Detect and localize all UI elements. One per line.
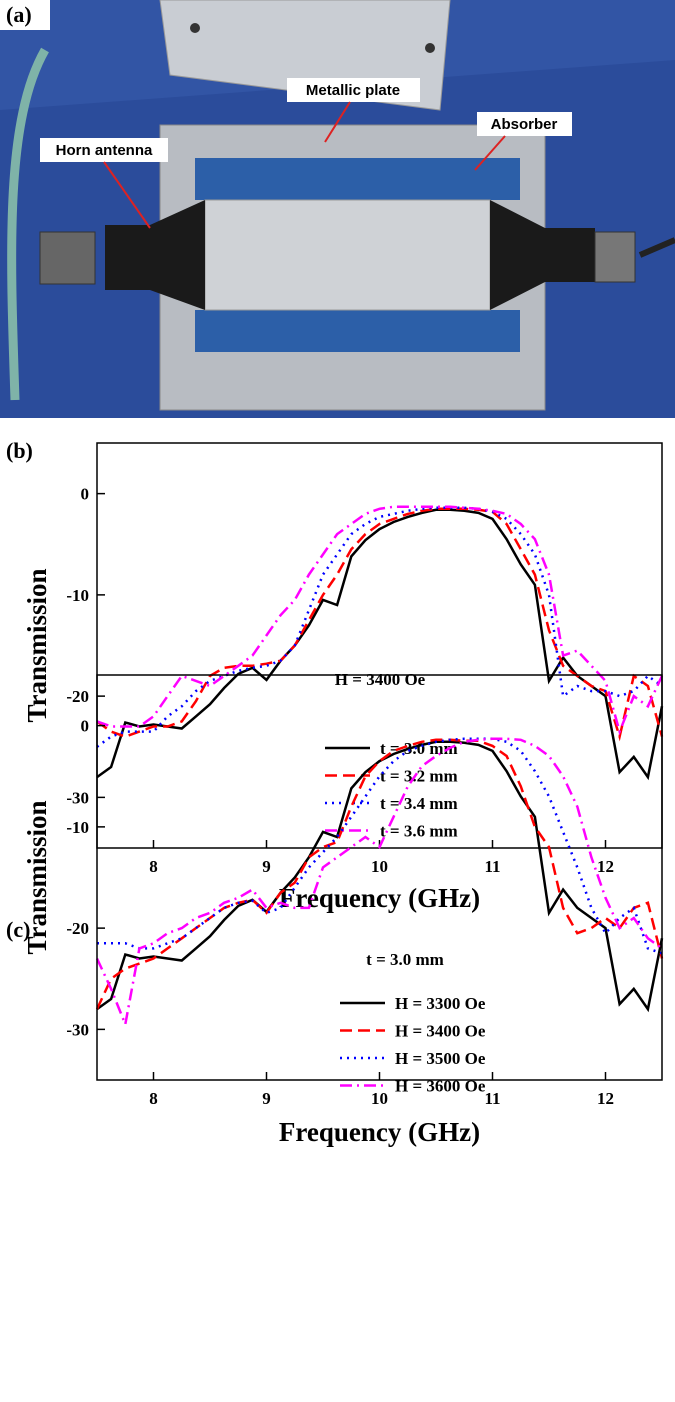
plot-frame — [96, 442, 663, 849]
y-tick-label: -20 — [66, 919, 89, 938]
x-tick-label: 8 — [149, 857, 158, 876]
plot-frame — [96, 674, 663, 1081]
legend-label: t = 3.0 mm — [380, 739, 458, 758]
metallic-plate — [204, 199, 491, 311]
x-tick-label: 9 — [262, 857, 271, 876]
hole — [190, 23, 200, 33]
x-tick-label: 10 — [371, 857, 388, 876]
x-tick-label: 8 — [149, 1089, 158, 1108]
hole — [425, 43, 435, 53]
arrow — [103, 161, 151, 229]
series-line — [96, 505, 664, 736]
panel-label: (a) — [6, 2, 32, 27]
legend-label: t = 3.4 mm — [380, 794, 458, 813]
series-line — [95, 737, 663, 1029]
x-tick-label: 12 — [597, 1089, 614, 1108]
legend-label: H = 3500 Oe — [395, 1049, 486, 1068]
label-box — [477, 112, 572, 136]
photo-label: Horn antenna — [56, 142, 153, 159]
x-tick-label: 11 — [484, 857, 500, 876]
arrow — [474, 135, 506, 171]
legend-label: H = 3300 Oe — [395, 994, 486, 1013]
series-line — [96, 507, 664, 742]
x-tick-label: 11 — [484, 1089, 500, 1108]
horn-antenna — [105, 200, 205, 310]
y-tick-label: 0 — [81, 717, 90, 736]
panel-label-box — [0, 0, 50, 30]
cable — [638, 237, 675, 258]
absorber — [195, 158, 520, 200]
annotation: H = 3400 Oe — [335, 670, 426, 689]
label-box — [40, 138, 168, 162]
legend-label: H = 3600 Oe — [395, 1077, 486, 1096]
panel-label: (b) — [6, 438, 33, 463]
y-tick-label: -20 — [66, 687, 89, 706]
label-box — [287, 78, 420, 102]
panel-label: (c) — [6, 917, 30, 942]
x-axis-title: Frequency (GHz) — [279, 1117, 480, 1147]
photo: (a) Metallic plate Absorber Horn antenna — [0, 0, 675, 418]
series-line — [96, 740, 664, 1013]
legend-label: t = 3.6 mm — [380, 822, 458, 841]
series-line — [96, 506, 663, 748]
x-tick-label: 9 — [262, 1089, 271, 1108]
y-tick-label: -30 — [66, 1020, 89, 1039]
y-tick-label: 0 — [81, 485, 90, 504]
horn-antenna — [490, 200, 595, 310]
cable — [7, 47, 49, 401]
waveguide — [39, 231, 96, 285]
series-line — [96, 508, 664, 781]
photo-label: Absorber — [491, 116, 558, 133]
photo-label: Metallic plate — [306, 82, 400, 99]
legend-label: H = 3400 Oe — [395, 1022, 486, 1041]
waveguide — [594, 231, 636, 283]
y-tick-label: -10 — [66, 818, 89, 837]
absorber — [195, 310, 520, 352]
y-tick-label: -30 — [66, 788, 89, 807]
y-tick-label: -10 — [66, 586, 89, 605]
y-axis-title: Transmission — [22, 800, 52, 954]
arrow — [324, 101, 351, 143]
y-axis-title: Transmission — [22, 568, 52, 722]
x-axis-title: Frequency (GHz) — [279, 883, 480, 913]
series-line — [97, 737, 663, 955]
x-tick-label: 10 — [371, 1089, 388, 1108]
annotation: t = 3.0 mm — [366, 950, 444, 969]
x-tick-label: 12 — [597, 857, 614, 876]
legend-label: t = 3.2 mm — [380, 767, 458, 786]
